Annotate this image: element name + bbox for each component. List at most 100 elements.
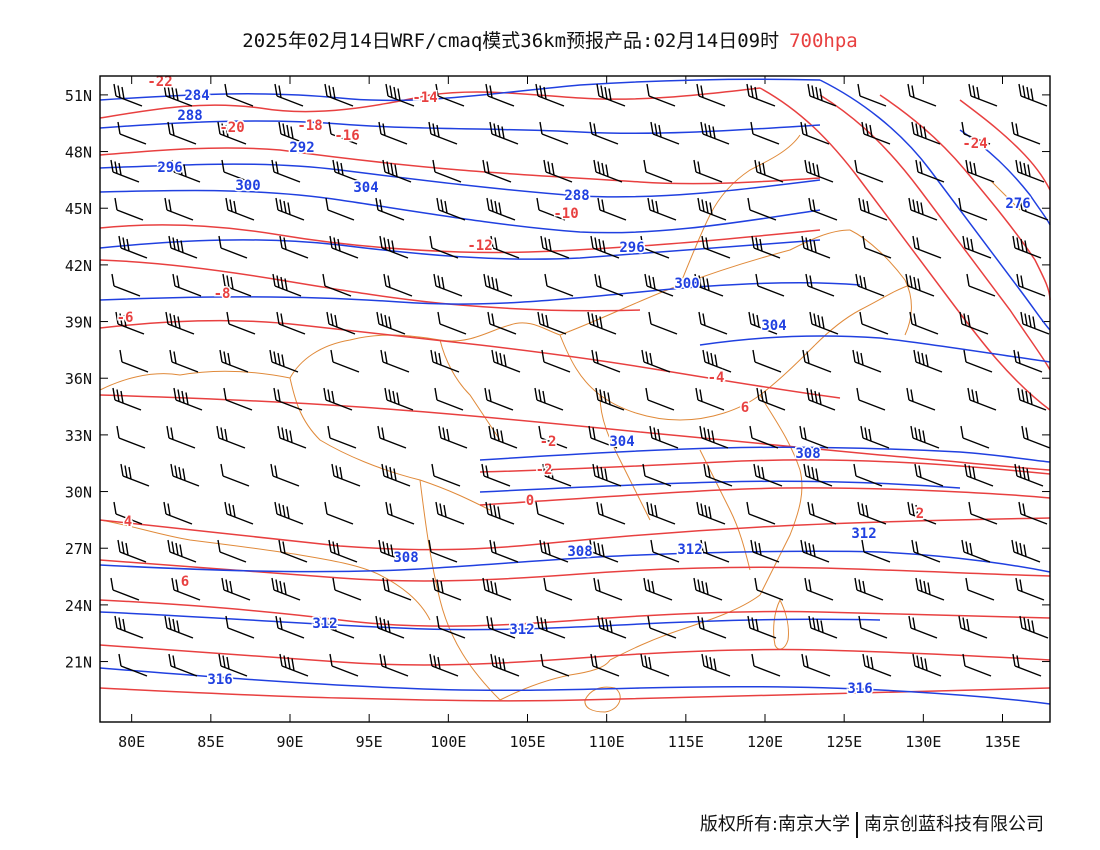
- lon-tick-label: 135E: [984, 733, 1020, 751]
- wind-barb: [699, 425, 729, 449]
- wind-barb: [912, 653, 942, 677]
- geopotential-label: 312: [851, 526, 876, 542]
- wind-barb: [1020, 311, 1050, 335]
- wind-barb: [119, 349, 149, 373]
- wind-barb: [596, 83, 626, 107]
- geopotential-label: 284: [184, 88, 209, 104]
- geopotential-label: 312: [312, 616, 337, 632]
- geopotential-label: 296: [619, 240, 644, 256]
- wind-barb: [964, 463, 994, 487]
- wind-barb: [1012, 235, 1042, 259]
- wind-barb: [701, 653, 731, 677]
- wind-barb: [481, 463, 511, 487]
- wind-barb: [1011, 121, 1041, 145]
- wind-barb: [907, 83, 937, 107]
- lat-tick-label: 45N: [65, 200, 92, 218]
- wind-barb: [217, 539, 247, 563]
- wind-barb: [167, 539, 197, 563]
- wind-barb: [804, 159, 834, 183]
- wind-barb: [596, 501, 626, 525]
- wind-barb: [382, 577, 412, 601]
- wind-barb: [590, 653, 620, 677]
- wind-barb: [755, 273, 785, 297]
- wind-barb: [856, 387, 886, 411]
- wind-barb: [543, 577, 573, 601]
- wind-barb: [1016, 273, 1046, 297]
- wind-barb: [1012, 653, 1042, 677]
- wind-barb: [168, 653, 198, 677]
- wind-barb: [110, 577, 140, 601]
- wind-barb: [436, 615, 466, 639]
- wind-barb: [858, 615, 888, 639]
- wind-barb: [1011, 539, 1041, 563]
- wind-barb: [385, 501, 415, 525]
- temperature-label: -4: [708, 370, 725, 386]
- wind-barb: [593, 159, 623, 183]
- wind-barb: [857, 501, 887, 525]
- temperature-label: -10: [553, 206, 578, 222]
- wind-barb: [377, 425, 407, 449]
- temperature-label: -20: [219, 120, 244, 136]
- wind-barb: [380, 349, 410, 373]
- temperature-label: -2: [540, 434, 557, 450]
- wind-barb: [173, 387, 203, 411]
- lat-tick-label: 33N: [65, 427, 92, 445]
- wind-barb: [854, 577, 884, 601]
- wind-barb: [1021, 425, 1051, 449]
- geopotential-label: 304: [609, 434, 634, 450]
- wind-barb: [805, 273, 835, 297]
- wind-barb: [906, 387, 936, 411]
- wind-barb: [808, 197, 838, 221]
- wind-barb: [216, 425, 246, 449]
- wind-barb: [543, 159, 573, 183]
- geopotential-label: 316: [207, 672, 232, 688]
- wind-barb: [487, 311, 517, 335]
- wind-barb: [754, 577, 784, 601]
- wind-barb: [693, 577, 723, 601]
- wind-barb: [326, 311, 356, 335]
- wind-barb: [859, 311, 889, 335]
- wind-barb: [435, 501, 465, 525]
- wind-barb: [168, 235, 198, 259]
- temperature-label: 6: [741, 400, 749, 416]
- wind-barb: [915, 577, 945, 601]
- wind-barb: [219, 349, 249, 373]
- wind-barb: [275, 615, 305, 639]
- wind-barb: [172, 273, 202, 297]
- wind-barb: [958, 615, 988, 639]
- wind-barb: [641, 349, 671, 373]
- geopotential-label: 308: [567, 544, 592, 560]
- wind-barb: [163, 83, 193, 107]
- wind-barb: [701, 235, 731, 259]
- wind-barb: [750, 539, 780, 563]
- wind-barb: [217, 121, 247, 145]
- wind-barb: [592, 463, 622, 487]
- wind-barb: [430, 349, 460, 373]
- footer-separator: [856, 812, 858, 838]
- title-main: 2025年02月14日WRF/cmaq模式36km预报产品:02月14日09时: [242, 30, 780, 52]
- wind-barb: [965, 577, 995, 601]
- wind-barb: [911, 121, 941, 145]
- wind-barb: [166, 425, 196, 449]
- wind-barb: [384, 387, 414, 411]
- wind-barb: [327, 425, 357, 449]
- wind-barb: [330, 349, 360, 373]
- temperature-label: -22: [147, 74, 172, 90]
- geopotential-label: 288: [564, 188, 589, 204]
- wind-barb: [751, 235, 781, 259]
- wind-barb: [279, 653, 309, 677]
- wind-barb: [117, 539, 147, 563]
- wind-barb: [697, 197, 727, 221]
- wind-barb: [643, 159, 673, 183]
- wind-barb: [961, 121, 991, 145]
- wind-barb: [329, 235, 359, 259]
- wind-barb: [911, 539, 941, 563]
- wind-barb: [746, 83, 776, 107]
- wind-barb: [118, 235, 148, 259]
- wind-barb: [746, 501, 776, 525]
- wind-barb: [908, 197, 938, 221]
- wind-barb: [534, 387, 564, 411]
- wind-barb: [323, 387, 353, 411]
- wind-barb: [587, 311, 617, 335]
